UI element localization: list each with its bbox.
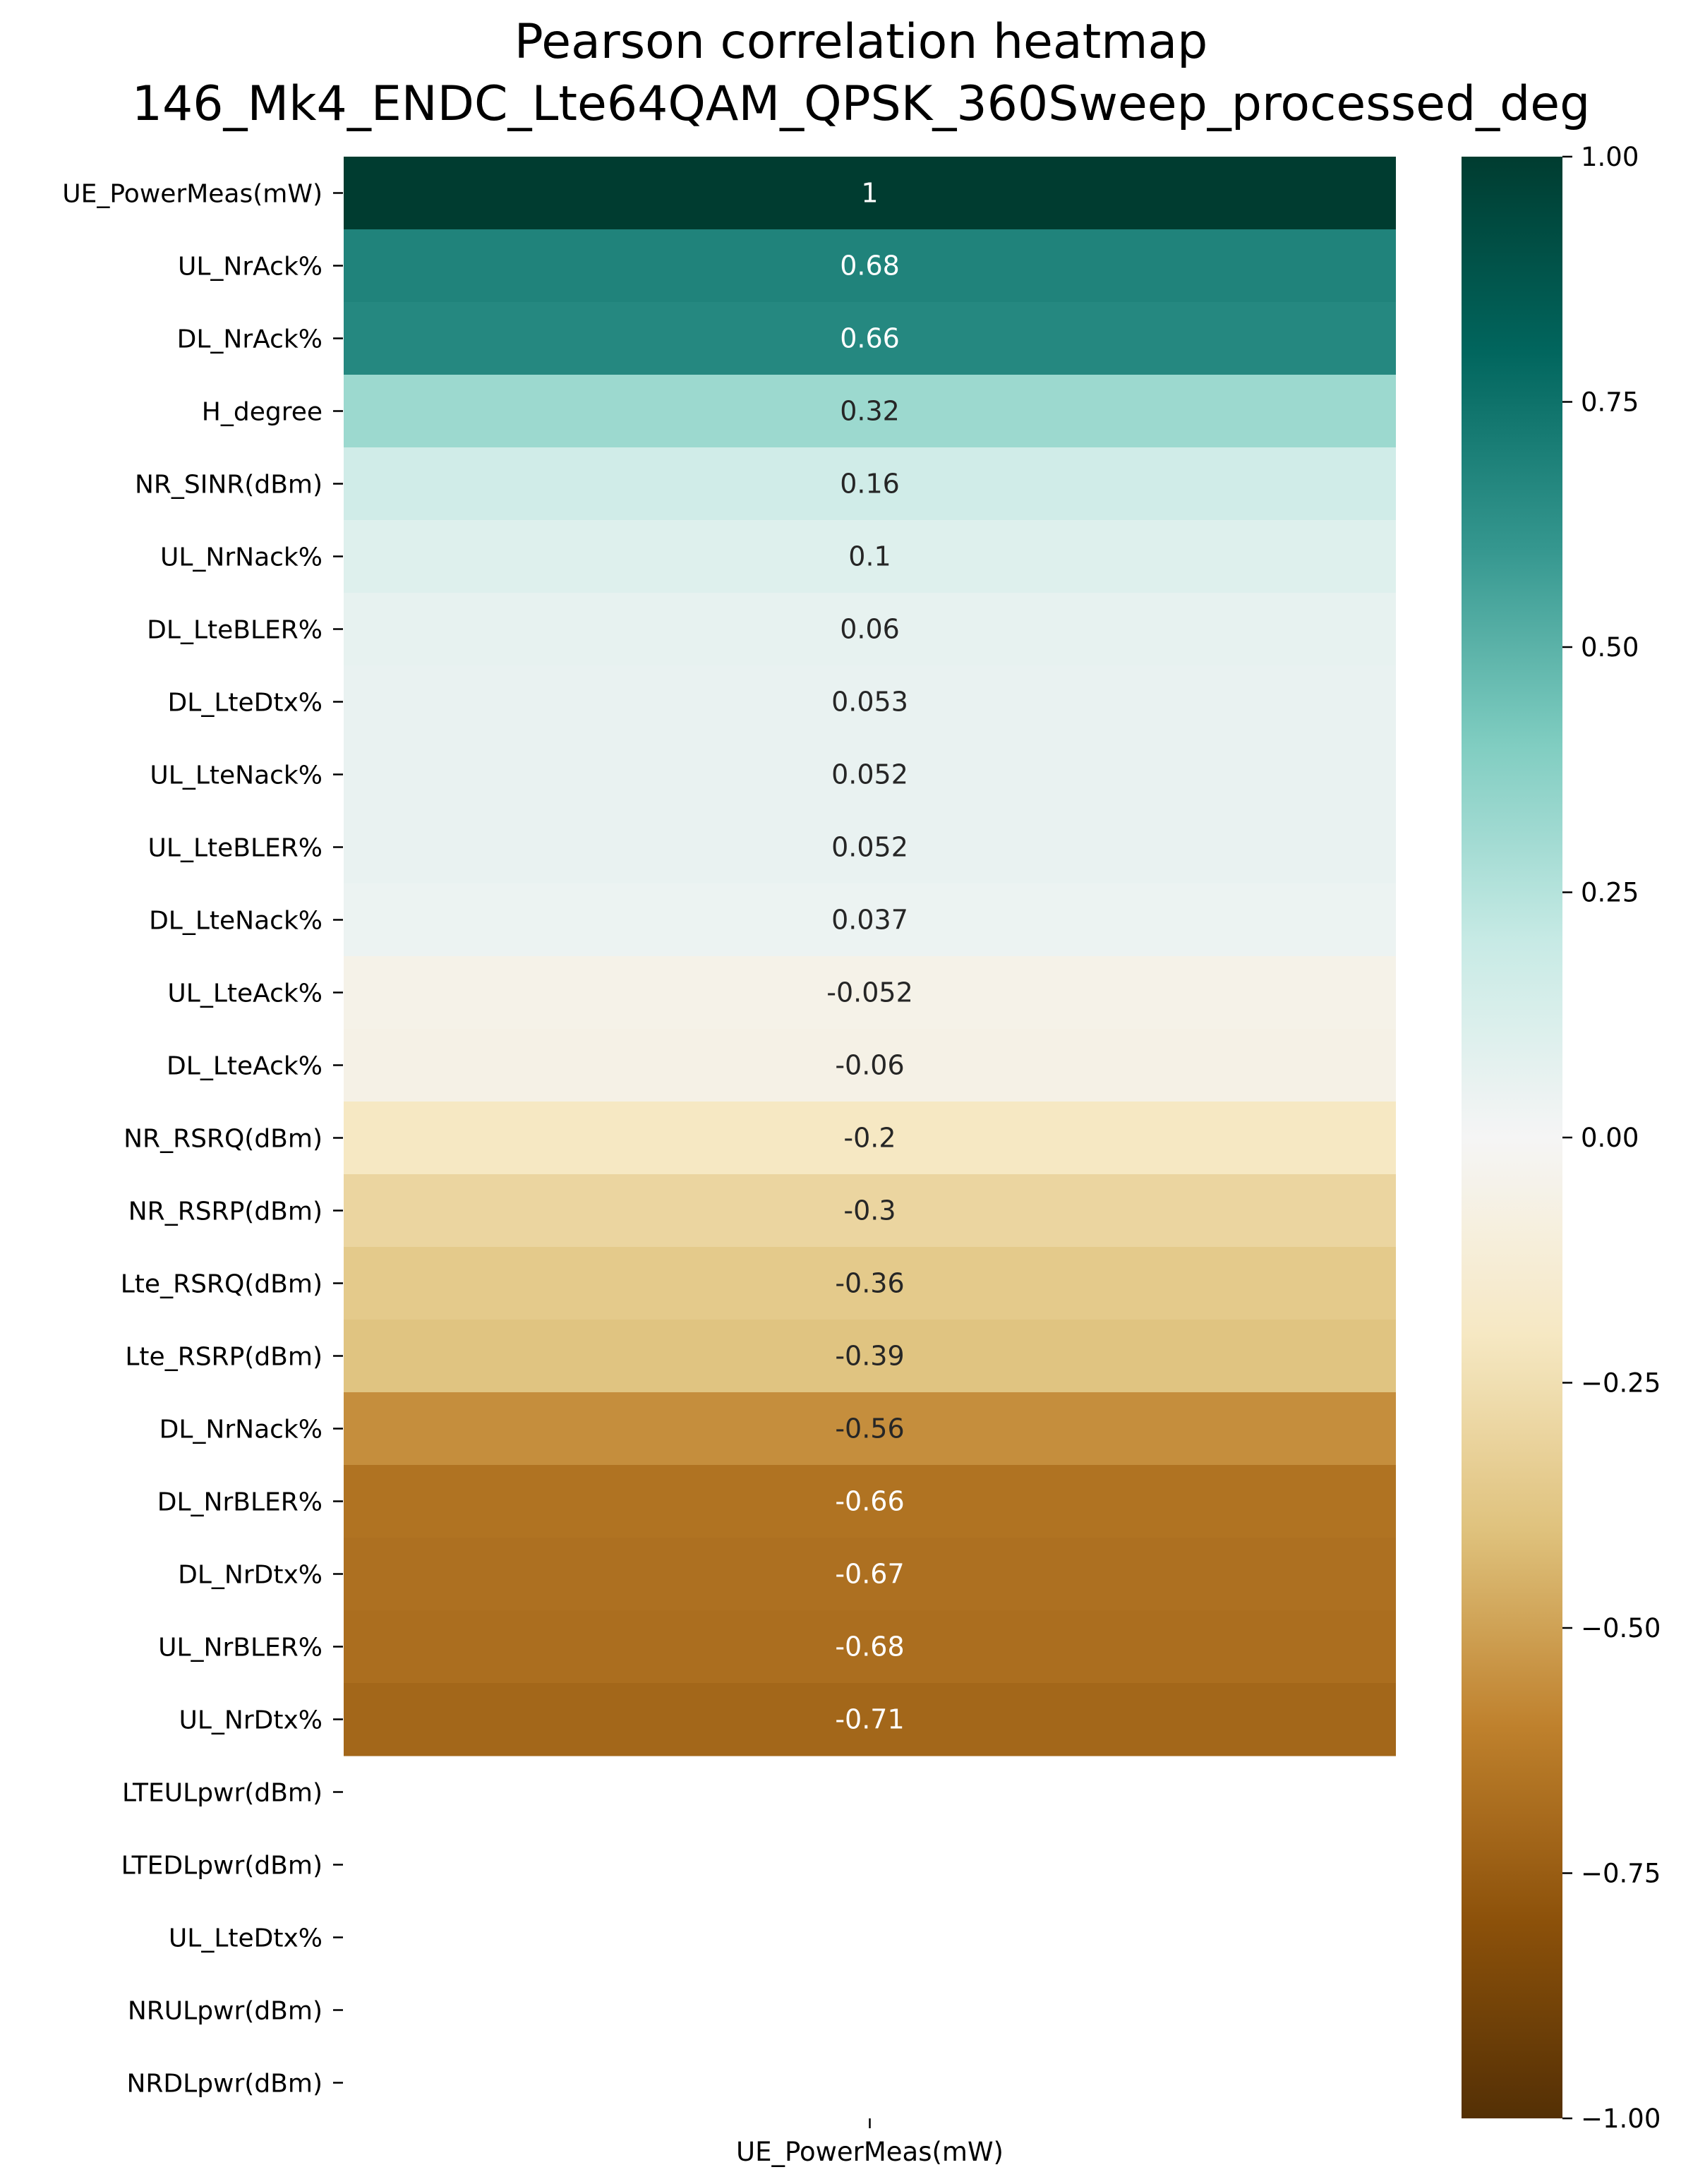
heatmap-cell: [344, 1465, 1396, 1538]
cell-annotation: -0.68: [835, 1631, 904, 1663]
cell-annotation: 1: [861, 178, 878, 209]
y-axis-tick-labels: UE_PowerMeas(mW) UL_NrAck% DL_NrAck% H_degr…: [62, 180, 343, 2099]
cell-annotation: 0.037: [831, 905, 908, 936]
heatmap-cell: [344, 665, 1396, 739]
cell-annotation: 0.053: [831, 687, 908, 718]
y-tick-label: NRDLpwr(dBm): [126, 2070, 323, 2099]
heatmap-cell: [344, 593, 1396, 666]
heatmap-cell: [344, 1538, 1396, 1611]
heatmap-cell: [344, 520, 1396, 593]
y-tick-label: NR_SINR(dBm): [135, 471, 323, 500]
cell-annotation: 0.052: [831, 832, 908, 863]
cell-annotation: 0.66: [840, 323, 900, 354]
cell-annotation: -0.39: [835, 1341, 904, 1372]
y-tick-label: DL_LteNack%: [149, 907, 323, 936]
heatmap-cell: [344, 302, 1396, 375]
heatmap-cell: [344, 1247, 1396, 1320]
y-tick-label: DL_NrBLER%: [157, 1488, 323, 1517]
colorbar-tick-label: 1.00: [1581, 142, 1639, 172]
y-tick-label: LTEDLpwr(dBm): [121, 1852, 323, 1881]
chart-title: Pearson correlation heatmap: [514, 14, 1208, 70]
cell-annotation: -0.36: [835, 1268, 904, 1299]
heatmap-cell: [344, 1029, 1396, 1102]
cell-annotation: -0.71: [835, 1704, 904, 1735]
colorbar-gradient: [1462, 157, 1562, 2118]
y-tick-label: UE_PowerMeas(mW): [62, 180, 323, 209]
y-tick-label: DL_NrDtx%: [178, 1561, 323, 1590]
y-tick-label: UL_NrAck%: [178, 253, 323, 282]
heatmap-cell: [344, 1610, 1396, 1684]
y-tick-label: UL_LteAck%: [167, 979, 323, 1008]
heatmap-cell: [344, 229, 1396, 303]
colorbar-tick-label: 0.50: [1581, 632, 1639, 663]
y-tick-label: DL_LteDtx%: [168, 689, 323, 718]
y-tick-label: Lte_RSRQ(dBm): [121, 1270, 323, 1299]
y-tick-label: UL_LteDtx%: [169, 1924, 323, 1953]
heatmap-cell: [344, 1102, 1396, 1175]
heatmap-cell: [344, 883, 1396, 957]
heatmap-cell: [344, 375, 1396, 448]
y-tick-label: UL_NrBLER%: [158, 1634, 323, 1663]
heatmap-cell: [344, 956, 1396, 1030]
chart-subtitle: 146_Mk4_ENDC_Lte64QAM_QPSK_360Sweep_proc…: [132, 76, 1591, 132]
colorbar-tick-label: 0.00: [1581, 1123, 1639, 1153]
cell-annotation: 0.1: [848, 541, 891, 572]
cell-annotation: 0.06: [840, 614, 900, 645]
colorbar: 1.00 0.75 0.50 0.25 0.00 −0.25 −0.50 −0.75 −1.00: [1462, 142, 1661, 2134]
y-tick-label: NR_RSRP(dBm): [128, 1197, 323, 1226]
cell-annotation: -0.67: [835, 1559, 904, 1590]
colorbar-tick-label: 0.25: [1581, 878, 1639, 908]
y-tick-label: UL_LteBLER%: [148, 834, 323, 863]
cell-annotation: 0.68: [840, 251, 900, 282]
cell-annotation: -0.3: [843, 1195, 896, 1226]
cell-annotation: 0.32: [840, 396, 900, 427]
y-tick-label: NR_RSRQ(dBm): [123, 1125, 323, 1154]
colorbar-tick-label: −1.00: [1581, 2104, 1661, 2134]
heatmap-cell: [344, 738, 1396, 812]
colorbar-tick-label: −0.75: [1581, 1859, 1661, 1889]
y-tick-label: DL_NrAck%: [177, 325, 323, 354]
y-tick-label: H_degree: [202, 398, 323, 427]
y-tick-label: Lte_RSRP(dBm): [125, 1343, 323, 1372]
cell-annotation: -0.06: [835, 1050, 904, 1081]
y-tick-label: UL_NrDtx%: [179, 1706, 323, 1735]
y-tick-label: DL_LteBLER%: [147, 616, 323, 645]
heatmap-cell: [344, 811, 1396, 884]
x-axis: UE_PowerMeas(mW): [736, 2118, 1004, 2167]
heatmap-cell: [344, 1392, 1396, 1466]
heatmap-cells: 1 0.68 0.66 0.32 0.16 0.1 0.06 0.053 0.052 0.052 0…: [344, 157, 1396, 1756]
y-tick-label: UL_NrNack%: [160, 543, 323, 572]
heatmap-cell: [344, 1683, 1396, 1756]
y-tick-label: LTEULpwr(dBm): [122, 1779, 323, 1808]
y-tick-label: UL_LteNack%: [150, 761, 323, 790]
x-tick-label: UE_PowerMeas(mW): [736, 2137, 1004, 2167]
colorbar-tick-label: 0.75: [1581, 387, 1639, 418]
cell-annotation: -0.66: [835, 1486, 904, 1517]
cell-annotation: 0.052: [831, 759, 908, 790]
y-tick-label: NRULpwr(dBm): [128, 1997, 323, 2026]
cell-annotation: 0.16: [840, 469, 900, 500]
heatmap-cell: [344, 157, 1396, 230]
cell-annotation: -0.2: [843, 1123, 896, 1154]
heatmap-cell: [344, 447, 1396, 521]
heatmap-cell: [344, 1174, 1396, 1248]
colorbar-tick-label: −0.50: [1581, 1613, 1661, 1643]
cell-annotation: -0.56: [835, 1413, 904, 1444]
colorbar-tick-label: −0.25: [1581, 1368, 1661, 1399]
heatmap-cell: [344, 1320, 1396, 1393]
y-tick-label: DL_LteAck%: [167, 1052, 323, 1081]
cell-annotation: -0.052: [826, 977, 913, 1008]
y-tick-label: DL_NrNack%: [159, 1416, 323, 1444]
